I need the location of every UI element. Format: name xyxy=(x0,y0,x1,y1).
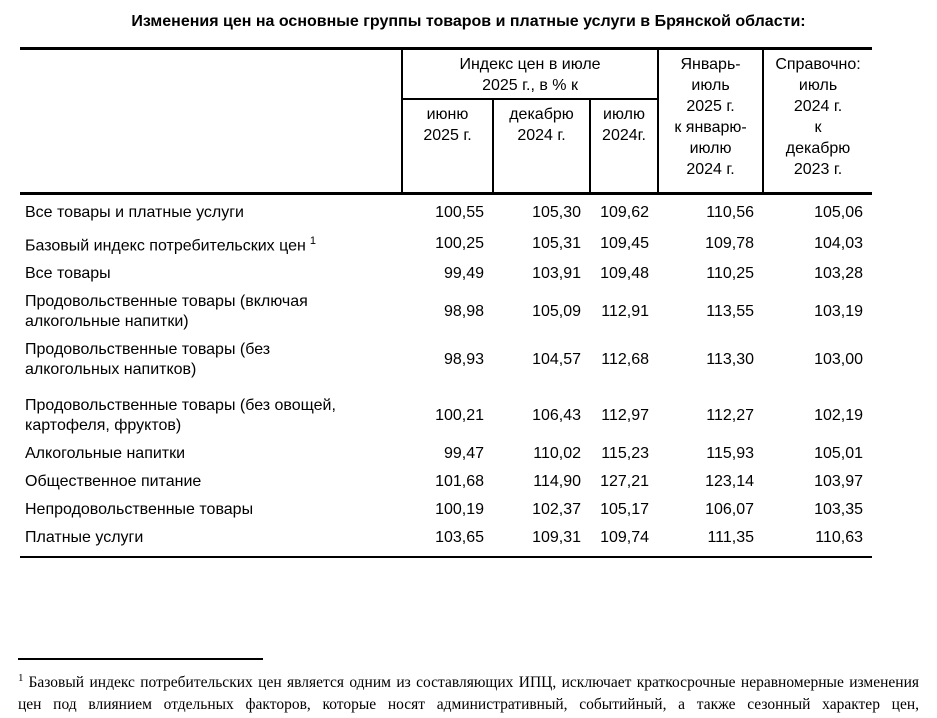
price-index-table: Индекс цен в июле 2025 г., в % к Январь-… xyxy=(20,47,873,559)
table-row: Базовый индекс потребительских цен 1 100,… xyxy=(20,227,872,260)
value-cell: 105,30 xyxy=(532,204,581,221)
table-row: Продовольственные товары (включая алкого… xyxy=(20,288,872,336)
value-cell: 100,25 xyxy=(435,234,484,252)
row-label: Алкогольные напитки xyxy=(25,445,186,463)
value-cell: 109,74 xyxy=(600,529,650,547)
value-cell: 113,30 xyxy=(706,351,755,369)
value-cell: 103,00 xyxy=(814,351,864,369)
value-cell: 99,49 xyxy=(443,265,484,283)
value-cell: 115,93 xyxy=(706,445,755,463)
footnote-text: Базовый индекс потребительских цен являе… xyxy=(18,674,919,714)
value-cell: 100,55 xyxy=(435,204,484,221)
footnote-ref-marker: 1 xyxy=(309,235,316,247)
header-row-sub: июню 2025 г. декабрю 2024 г. июлю 2024г. xyxy=(20,99,872,194)
value-cell: 99,47 xyxy=(443,445,484,463)
header-group-index-july-2025: Индекс цен в июле 2025 г., в % к xyxy=(400,48,660,100)
value-cell: 105,31 xyxy=(532,234,581,252)
footnote-divider xyxy=(18,658,263,661)
value-cell: 105,06 xyxy=(814,204,864,221)
header-sub-july-2024: июлю 2024г. xyxy=(602,106,646,144)
value-cell: 112,68 xyxy=(601,351,650,369)
page-title: Изменения цен на основные группы товаров… xyxy=(131,13,806,30)
table-header: Индекс цен в июле 2025 г., в % к Январь-… xyxy=(20,48,873,194)
value-cell: 106,43 xyxy=(532,407,581,425)
value-cell: 127,21 xyxy=(600,473,650,491)
value-cell: 102,37 xyxy=(532,501,581,519)
footnote-marker: 1 xyxy=(18,672,24,685)
row-label: Все товары xyxy=(25,265,111,283)
value-cell: 112,27 xyxy=(706,407,755,425)
value-cell: 104,57 xyxy=(532,351,581,369)
header-sub-december-2024: декабрю 2024 г. xyxy=(493,99,591,194)
value-cell: 103,91 xyxy=(532,265,581,283)
row-label: Платные услуги xyxy=(25,529,144,547)
value-cell: 103,97 xyxy=(814,473,864,491)
value-cell: 106,07 xyxy=(705,501,755,519)
footnote: 1 Базовый индекс потребительских цен явля… xyxy=(18,667,919,718)
value-cell: 123,14 xyxy=(705,473,755,491)
table-body: Все товары и платные услуги 100,55 105,3… xyxy=(20,194,872,558)
table-row: Все товары 99,49 103,91 109,48 110,25 10… xyxy=(20,260,872,288)
value-cell: 114,90 xyxy=(533,473,581,491)
value-cell: 109,48 xyxy=(600,265,650,283)
value-cell: 103,65 xyxy=(435,529,484,547)
value-cell: 110,63 xyxy=(815,529,864,547)
row-label: Общественное питание xyxy=(25,473,202,491)
row-label: Продовольственные товары (включая алкого… xyxy=(25,293,308,331)
row-label: Продовольственные товары (без алкогольны… xyxy=(25,341,271,379)
value-cell: 112,91 xyxy=(601,303,650,321)
row-label: Все товары и платные услуги xyxy=(25,204,244,221)
value-cell: 103,19 xyxy=(814,303,864,321)
value-cell: 103,35 xyxy=(814,501,864,519)
value-cell: 109,62 xyxy=(600,204,650,221)
value-cell: 105,17 xyxy=(600,501,650,519)
value-cell: 104,03 xyxy=(814,234,864,252)
table-row: Алкогольные напитки 99,47 110,02 115,23 … xyxy=(20,440,872,468)
header-sub-june-2025: июню 2025 г. xyxy=(401,99,494,194)
row-label: Непродовольственные товары xyxy=(25,501,254,519)
table-row: Платные услуги 103,65 109,31 109,74 111,… xyxy=(20,524,872,557)
value-cell: 115,23 xyxy=(601,445,650,463)
value-cell: 98,93 xyxy=(443,351,484,369)
value-cell: 100,21 xyxy=(435,407,484,425)
row-label: Продовольственные товары (без овощей, ка… xyxy=(25,397,336,435)
value-cell: 105,09 xyxy=(532,303,581,321)
value-cell: 101,68 xyxy=(435,473,484,491)
table-row: Продовольственные товары (без алкогольны… xyxy=(20,336,872,384)
value-cell: 103,28 xyxy=(814,265,864,283)
value-cell: 105,01 xyxy=(814,445,864,463)
table-row: Непродовольственные товары 100,19 102,37… xyxy=(20,496,872,524)
row-label: Базовый индекс потребительских цен 1 xyxy=(25,235,316,255)
corner-cell xyxy=(20,49,402,194)
table-row: Все товары и платные услуги 100,55 105,3… xyxy=(20,194,872,228)
header-reference-2024: Справочно: июль 2024 г. к декабрю 2023 г… xyxy=(762,48,873,194)
table-row: Общественное питание 101,68 114,90 127,2… xyxy=(20,468,872,496)
value-cell: 109,78 xyxy=(705,234,755,252)
value-cell: 109,45 xyxy=(600,234,650,252)
value-cell: 110,56 xyxy=(706,204,755,221)
value-cell: 109,31 xyxy=(532,529,581,547)
value-cell: 102,19 xyxy=(814,407,864,425)
value-cell: 113,55 xyxy=(706,303,755,321)
header-jan-jul-2025: Январь- июль 2025 г. к январю- июлю 2024… xyxy=(657,48,765,194)
value-cell: 100,19 xyxy=(435,501,484,519)
header-row-top: Индекс цен в июле 2025 г., в % к Январь-… xyxy=(20,48,873,194)
value-cell: 111,35 xyxy=(707,529,755,547)
value-cell: 98,98 xyxy=(443,303,484,321)
value-cell: 110,25 xyxy=(706,265,755,283)
value-cell: 112,97 xyxy=(601,407,650,425)
table-row: Продовольственные товары (без овощей, ка… xyxy=(20,384,872,440)
value-cell: 110,02 xyxy=(533,445,581,463)
